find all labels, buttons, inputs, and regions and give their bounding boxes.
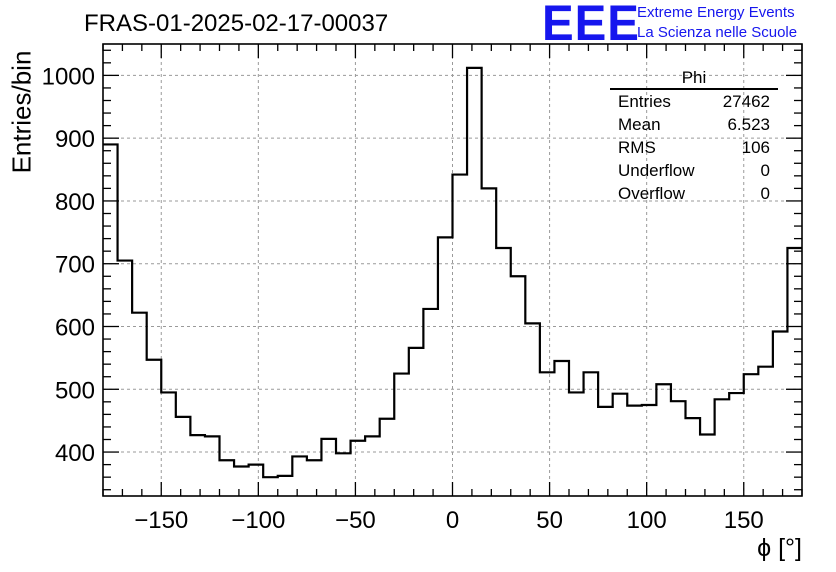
- stats-value: 0: [760, 184, 770, 203]
- y-tick-label: 1000: [42, 63, 95, 90]
- stats-row-rms: RMS 106: [610, 136, 778, 159]
- histogram-layer: [103, 66, 802, 479]
- y-tick-label: 700: [55, 252, 95, 279]
- logo-caption-line2: La Scienza nelle Scuole: [637, 24, 798, 41]
- x-tick-label: −100: [231, 507, 285, 534]
- y-tick-label: 500: [55, 377, 95, 404]
- stats-row-overflow: Overflow 0: [610, 182, 778, 205]
- y-tick-label: 900: [55, 126, 95, 153]
- x-tick-label: 50: [536, 507, 563, 534]
- stats-label: RMS: [618, 138, 656, 157]
- eee-logo: EEE: [542, 0, 640, 51]
- stats-row-entries: Entries 27462: [610, 90, 778, 113]
- stats-box: Phi Entries 27462 Mean 6.523 RMS 106 Und…: [610, 68, 778, 205]
- stats-label: Underflow: [618, 161, 695, 180]
- stats-value: 6.523: [727, 115, 770, 134]
- stats-value: 106: [741, 138, 770, 157]
- tick-label-layer: −150 −100 −50 0 50 100 150 400 500 600 700 800 900 10…: [42, 63, 764, 534]
- stats-row-underflow: Underflow 0: [610, 159, 778, 182]
- stats-title: Phi: [610, 68, 778, 90]
- histogram-line: [103, 66, 802, 479]
- logo-caption: Extreme Energy Events La Scienza nelle S…: [637, 3, 797, 43]
- axis-layer: [102, 43, 803, 497]
- x-tick-label: 0: [446, 507, 459, 534]
- stats-label: Mean: [618, 115, 661, 134]
- logo-caption-line1: Extreme Energy Events: [637, 4, 795, 21]
- y-tick-label: 800: [55, 189, 95, 216]
- page-title: FRAS-01-2025-02-17-00037: [84, 10, 389, 37]
- stats-value: 27462: [722, 92, 770, 111]
- y-tick-label: 400: [55, 440, 95, 467]
- stats-value: 0: [760, 161, 770, 180]
- y-tick-label: 600: [55, 315, 95, 342]
- x-tick-label: 150: [724, 507, 764, 534]
- stats-label: Entries: [618, 92, 671, 111]
- stats-row-mean: Mean 6.523: [610, 113, 778, 136]
- stats-label: Overflow: [618, 184, 686, 203]
- x-axis-label: ϕ [°]: [757, 534, 802, 562]
- x-tick-label: 100: [627, 507, 667, 534]
- x-tick-label: −50: [335, 507, 376, 534]
- x-tick-label: −150: [134, 507, 188, 534]
